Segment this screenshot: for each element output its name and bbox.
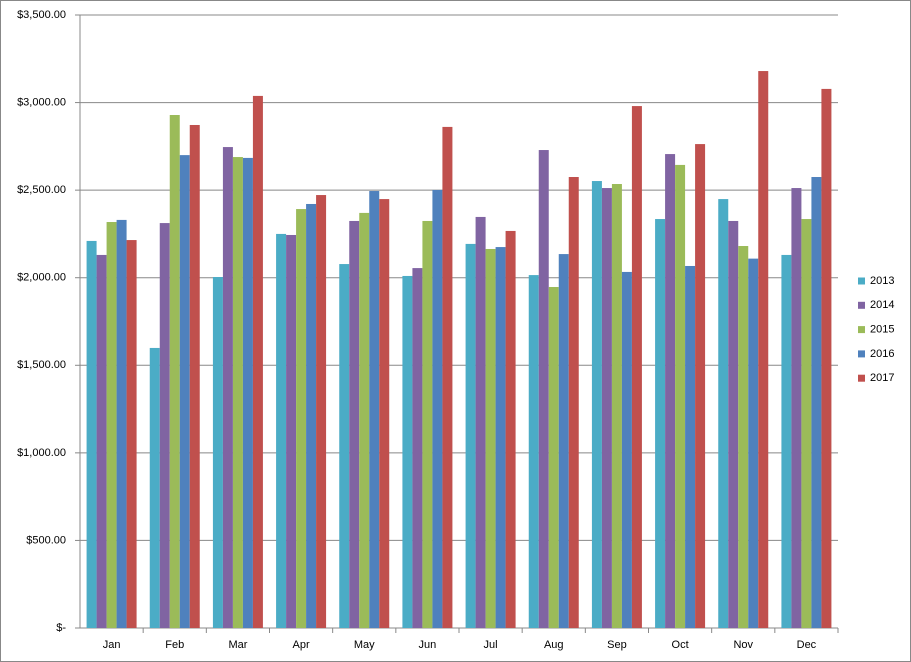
x-tick-label: Aug bbox=[544, 639, 564, 651]
bar bbox=[432, 189, 443, 628]
y-tick-label: $2,000.00 bbox=[17, 272, 66, 284]
legend-swatch bbox=[858, 326, 865, 334]
bar bbox=[379, 199, 390, 629]
bar bbox=[758, 71, 769, 628]
legend-label: 2013 bbox=[870, 275, 894, 287]
legend-label: 2017 bbox=[870, 372, 894, 384]
bar bbox=[349, 220, 360, 628]
bar bbox=[738, 246, 749, 628]
bar bbox=[126, 240, 137, 628]
x-tick-label: Sep bbox=[607, 639, 627, 651]
bar bbox=[306, 203, 317, 629]
x-tick-label: Dec bbox=[797, 639, 817, 651]
legend-swatch bbox=[858, 277, 865, 285]
bar bbox=[538, 150, 549, 628]
bar bbox=[748, 258, 759, 628]
x-tick-label: Mar bbox=[228, 639, 247, 651]
bar bbox=[179, 155, 190, 628]
bar bbox=[528, 275, 539, 628]
bar bbox=[316, 195, 327, 628]
bar bbox=[96, 254, 107, 628]
bar bbox=[695, 144, 706, 628]
bar bbox=[548, 286, 559, 628]
legend-swatch bbox=[858, 374, 865, 382]
bar bbox=[286, 234, 297, 628]
y-tick-label: $500.00 bbox=[26, 534, 66, 546]
x-tick-label: Jun bbox=[419, 639, 437, 651]
bar bbox=[675, 164, 686, 628]
bar bbox=[169, 115, 180, 628]
y-tick-label: $2,500.00 bbox=[17, 184, 66, 196]
bar bbox=[232, 157, 243, 628]
x-tick-label: Jul bbox=[484, 639, 498, 651]
x-tick-label: Oct bbox=[672, 639, 689, 651]
legend-swatch bbox=[858, 350, 865, 358]
bar bbox=[359, 212, 370, 628]
bar bbox=[568, 177, 579, 628]
bar bbox=[791, 188, 802, 628]
bar bbox=[442, 126, 453, 628]
bar bbox=[495, 247, 506, 629]
bar bbox=[591, 181, 602, 628]
bar bbox=[149, 347, 160, 628]
bar bbox=[222, 147, 233, 628]
bar bbox=[252, 95, 263, 628]
bar bbox=[505, 230, 516, 628]
bar bbox=[685, 265, 696, 628]
bar bbox=[296, 209, 307, 628]
bar bbox=[558, 254, 569, 628]
bar bbox=[116, 219, 127, 628]
bar bbox=[369, 191, 380, 629]
y-tick-label: $- bbox=[56, 622, 66, 634]
bar bbox=[106, 222, 117, 628]
bar bbox=[412, 268, 423, 628]
bar bbox=[475, 216, 486, 629]
x-tick-label: Feb bbox=[165, 639, 184, 651]
bar bbox=[781, 254, 792, 628]
y-tick-label: $1,000.00 bbox=[17, 447, 66, 459]
legend-swatch bbox=[858, 301, 865, 309]
legend-label: 2015 bbox=[870, 324, 894, 336]
x-tick-label: Nov bbox=[733, 639, 753, 651]
y-tick-label: $3,000.00 bbox=[17, 96, 66, 108]
bar bbox=[485, 248, 496, 629]
x-tick-label: Jan bbox=[103, 639, 121, 651]
bar bbox=[465, 243, 476, 628]
bar bbox=[422, 220, 433, 628]
bar bbox=[665, 154, 676, 629]
bar bbox=[402, 275, 413, 628]
bar bbox=[159, 223, 170, 629]
bar bbox=[339, 264, 350, 628]
y-tick-label: $3,500.00 bbox=[17, 9, 66, 21]
bar bbox=[621, 271, 632, 628]
bar bbox=[811, 177, 822, 628]
bar bbox=[212, 277, 223, 628]
y-tick-label: $1,500.00 bbox=[17, 359, 66, 371]
bar bbox=[276, 233, 287, 628]
legend-label: 2016 bbox=[870, 348, 894, 360]
bar bbox=[728, 220, 739, 628]
bar bbox=[801, 219, 812, 628]
bar bbox=[631, 106, 642, 629]
bar bbox=[821, 88, 832, 629]
bar bbox=[189, 124, 200, 628]
x-tick-label: Apr bbox=[293, 639, 310, 651]
bar bbox=[655, 219, 666, 628]
bar bbox=[718, 199, 729, 629]
x-tick-label: May bbox=[354, 639, 375, 651]
bar bbox=[611, 184, 622, 628]
bar bbox=[601, 188, 612, 628]
bar bbox=[242, 157, 253, 628]
bar bbox=[86, 240, 97, 629]
legend-label: 2014 bbox=[870, 299, 894, 311]
